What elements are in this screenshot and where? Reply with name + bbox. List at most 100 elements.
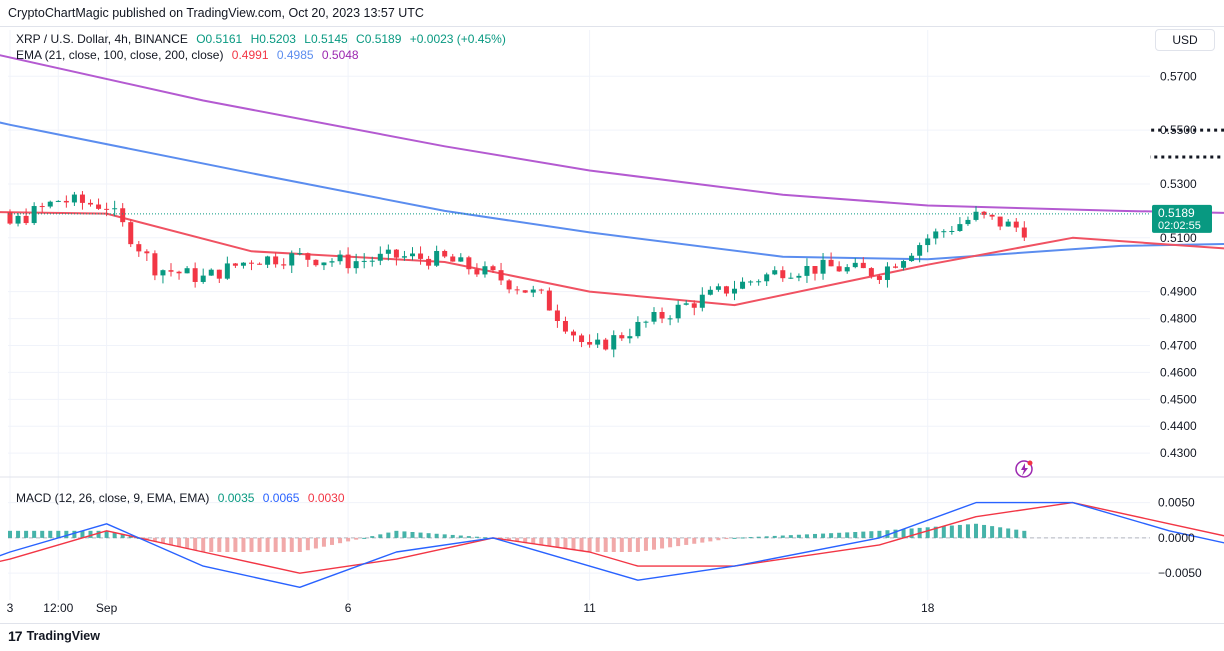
price-tick-label: 0.4900 xyxy=(1160,285,1197,299)
candle xyxy=(144,251,150,254)
price-tick-label: 0.4600 xyxy=(1160,365,1197,379)
time-tick-label: 6 xyxy=(345,601,352,615)
candle xyxy=(788,277,794,279)
ema-title: EMA (21, close, 100, close, 200, close) xyxy=(16,48,224,62)
candle xyxy=(321,262,327,266)
macd-histogram-bar xyxy=(740,537,745,539)
candle xyxy=(740,281,746,289)
ohlc-low: L0.5145 xyxy=(304,32,348,46)
candle xyxy=(152,253,158,276)
candle xyxy=(579,335,585,343)
symbol-title[interactable]: XRP / U.S. Dollar, 4h, BINANCE xyxy=(16,32,188,46)
macd-histogram-bar xyxy=(370,536,375,538)
macd-histogram-bar xyxy=(829,533,834,538)
macd-legend[interactable]: MACD (12, 26, close, 9, EMA, EMA) 0.0035… xyxy=(16,491,350,505)
macd-histogram-bar xyxy=(225,537,230,552)
price-tick-label: 0.4400 xyxy=(1160,419,1197,433)
macd-histogram-bar xyxy=(265,537,270,552)
candle xyxy=(192,268,198,282)
macd-histogram-bar xyxy=(241,537,246,552)
candle xyxy=(176,271,182,274)
macd-histogram-bar xyxy=(257,537,262,552)
candle xyxy=(981,211,987,215)
candle xyxy=(71,194,77,203)
price-tick-label: 0.5300 xyxy=(1160,177,1197,191)
price-tick-label: 0.4300 xyxy=(1160,446,1197,460)
candle xyxy=(546,290,552,311)
macd-histogram-bar xyxy=(539,537,544,545)
candle xyxy=(79,194,85,203)
candle xyxy=(184,268,190,274)
macd-histogram-bar xyxy=(120,534,125,538)
candle xyxy=(136,244,142,252)
price-tick-label: 0.5100 xyxy=(1160,231,1197,245)
macd-histogram-bar xyxy=(579,537,584,551)
macd-histogram-bar xyxy=(756,536,761,538)
macd-histogram-bar xyxy=(941,526,946,538)
candle xyxy=(128,222,134,245)
alert-dot xyxy=(1027,460,1033,466)
candle xyxy=(434,250,440,266)
currency-selector[interactable]: USD xyxy=(1155,29,1215,51)
macd-histogram-bar xyxy=(965,524,970,538)
candle xyxy=(369,260,375,262)
macd-histogram-bar xyxy=(861,531,866,538)
macd-line-value: 0.0065 xyxy=(262,491,300,505)
macd-histogram-bar xyxy=(16,530,21,538)
current-price-badge xyxy=(1152,204,1212,233)
macd-histogram-bar xyxy=(209,537,214,552)
macd-histogram-bar xyxy=(893,529,898,538)
macd-histogram-bar xyxy=(732,537,737,539)
macd-histogram-bar xyxy=(418,532,423,538)
macd-histogram-bar xyxy=(885,530,890,538)
tradingview-logo-icon: 17 xyxy=(8,628,23,644)
candle xyxy=(345,254,351,269)
macd-histogram-bar xyxy=(974,523,978,538)
macd-histogram-bar xyxy=(362,537,367,539)
candle xyxy=(353,261,359,269)
macd-histogram-bar xyxy=(547,537,552,547)
ema200-value: 0.5048 xyxy=(321,48,359,62)
macd-tick-label: −0.0050 xyxy=(1158,566,1202,580)
macd-histogram-bar xyxy=(1014,529,1019,538)
candle xyxy=(120,208,126,223)
candle xyxy=(732,288,737,294)
macd-histogram-bar xyxy=(104,530,109,538)
ema-legend[interactable]: EMA (21, close, 100, close, 200, close) … xyxy=(16,48,364,62)
macd-histogram-bar xyxy=(563,537,568,549)
macd-histogram-bar xyxy=(442,534,447,538)
candle xyxy=(949,230,955,232)
candle xyxy=(554,310,560,321)
candle xyxy=(667,318,673,320)
candle xyxy=(208,269,214,276)
candle xyxy=(562,320,568,332)
macd-histogram-bar xyxy=(32,530,37,538)
candle xyxy=(393,249,399,258)
candle xyxy=(925,238,931,246)
candle xyxy=(514,289,520,291)
candle xyxy=(852,262,858,268)
time-tick-label: 18 xyxy=(921,601,935,615)
footer-brand: 17 TradingView xyxy=(8,628,100,644)
candle xyxy=(876,276,882,280)
macd-histogram-bar xyxy=(724,537,729,540)
macd-histogram-bar xyxy=(587,537,592,552)
candle xyxy=(643,321,649,323)
candle xyxy=(635,321,641,337)
macd-histogram-bar xyxy=(458,535,463,538)
time-tick-label: Sep xyxy=(96,601,118,615)
candle xyxy=(377,253,383,261)
macd-histogram-bar xyxy=(450,534,455,538)
candle xyxy=(31,206,37,224)
time-tick-label: 3 xyxy=(7,601,14,615)
candle xyxy=(860,262,866,269)
macd-histogram-bar xyxy=(96,530,101,538)
brand-name: TradingView xyxy=(26,629,100,643)
macd-histogram-bar xyxy=(643,537,648,551)
ema100-value: 0.4985 xyxy=(276,48,314,62)
macd-histogram-bar xyxy=(684,537,689,545)
ema100-line xyxy=(0,121,1224,261)
macd-histogram-bar xyxy=(313,537,318,549)
macd-histogram-bar xyxy=(426,533,431,538)
